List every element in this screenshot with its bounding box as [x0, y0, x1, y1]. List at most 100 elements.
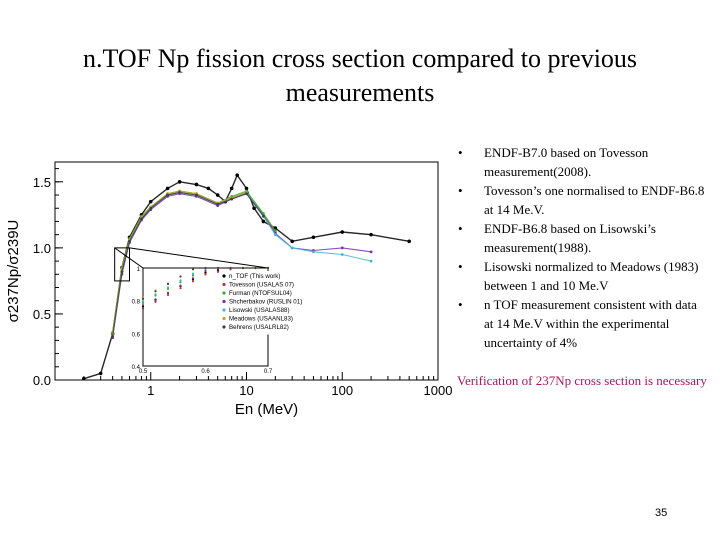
data-point [148, 199, 153, 204]
data-point [407, 239, 411, 244]
inset-data-point [154, 299, 157, 302]
bullet-item: • ENDF-B7.0 based on Tovesson measurement… [450, 143, 705, 181]
data-point [140, 217, 143, 221]
data-point [82, 376, 86, 381]
data-point [120, 270, 124, 274]
legend-label: Behrens (USALRL82) [229, 324, 289, 331]
bullet-text: Lisowski normalized to Meadows (1983) be… [484, 259, 699, 293]
inset-data-point [141, 300, 145, 303]
bullet-text: ENDF-B7.0 based on Tovesson measurement(… [484, 145, 649, 179]
bullet-dot: • [458, 183, 463, 198]
zoom-connector [129, 247, 269, 269]
legend-marker [222, 325, 226, 329]
inset-x-tick-label: 0.7 [264, 369, 273, 375]
bullet-text: n TOF measurement consistent with data a… [484, 297, 697, 350]
inset-data-point [166, 293, 170, 297]
x-tick-label: 100 [331, 383, 353, 398]
inset-y-tick-label: 1 [137, 267, 141, 273]
data-point [311, 235, 316, 240]
inset-data-point [191, 274, 195, 277]
cross-section-plot: 0.0 0.5 1.0 1.5 1 10 100 1000 En (MeV) σ237Np/σ23… [0, 150, 455, 420]
legend-marker [222, 291, 226, 295]
y-tick-label: 1.5 [33, 175, 51, 190]
legend-marker [222, 308, 226, 312]
inset-data-point [216, 268, 220, 272]
inset-data-point [166, 286, 170, 289]
data-point [340, 230, 345, 234]
data-point [165, 186, 170, 191]
inset-data-point [216, 270, 220, 273]
data-point [261, 214, 265, 218]
data-point [340, 246, 344, 250]
x-axis-label: En (MeV) [235, 401, 298, 418]
inset-data-point [254, 266, 257, 270]
inset-data-point [179, 279, 182, 282]
bullet-item: • Lisowski normalized to Meadows (1983) b… [450, 257, 705, 295]
data-point [206, 186, 211, 191]
legend-label: Lisowski (USALAS88) [229, 307, 290, 314]
data-point [252, 206, 256, 211]
inset-y-tick-label: 0.8 [132, 300, 141, 306]
bullet-dot: • [458, 297, 463, 312]
inset-data-point [154, 290, 157, 293]
data-point [178, 190, 181, 194]
inset-data-point [141, 297, 145, 300]
data-point [149, 206, 153, 210]
data-point [312, 250, 315, 254]
y-tick-label: 0.5 [33, 307, 51, 322]
bullet-item: • ENDF-B6.8 based on Lisowski’s measureme… [450, 219, 705, 257]
data-point [216, 202, 220, 206]
inset-x-tick-label: 0.6 [201, 369, 210, 375]
data-point [369, 250, 373, 254]
inset-data-point [204, 271, 207, 274]
slide-title: n.TOF Np fission cross section compared … [82, 44, 638, 107]
data-point [235, 173, 240, 178]
verification-note: Verification of 237Np cross section is n… [457, 373, 707, 388]
zoom-connector [114, 247, 144, 269]
page-number: 35 [655, 507, 668, 519]
data-point [340, 253, 344, 256]
data-point [244, 186, 249, 191]
data-point [245, 192, 248, 196]
bullet-dot: • [458, 145, 463, 160]
inset-data-point [179, 287, 182, 290]
inset-data-point [266, 266, 270, 270]
data-point [177, 180, 182, 184]
data-point [215, 193, 220, 197]
inset-y-tick-label: 0.4 [132, 365, 141, 371]
y-axis-label: σ237Np/σ239U [5, 220, 22, 323]
x-tick-label: 1000 [424, 383, 453, 398]
inset-data-point [241, 266, 245, 270]
legend-box [219, 271, 329, 335]
legend-label: Shcherbakov (RUSLIN 01) [229, 299, 302, 306]
y-tick-label: 1.0 [33, 241, 51, 256]
inset-data-point [179, 281, 182, 284]
data-point [128, 239, 131, 243]
legend-marker [222, 274, 226, 278]
legend-label: Tovesson (USALAS 07) [229, 282, 294, 289]
data-point [290, 239, 294, 244]
data-point [98, 371, 103, 376]
inset-data-point [216, 266, 220, 270]
x-tick-label: 1 [147, 383, 154, 398]
zoom-box [114, 247, 131, 282]
x-tick-label: 10 [239, 383, 253, 398]
chart-svg: 0.0 0.5 1.0 1.5 1 10 100 1000 En (MeV) σ237Np/σ23… [5, 161, 453, 418]
legend-label: Meadows (USAANL83) [229, 316, 293, 323]
inset-x-tick-label: 0.5 [139, 369, 148, 375]
inset-y-tick-label: 0.6 [132, 332, 141, 338]
series-line [112, 191, 264, 337]
legend-marker [222, 282, 226, 287]
bullet-item: • Tovesson’s one normalised to ENDF-B6.8 … [450, 181, 705, 219]
inset-data-point [166, 291, 170, 295]
inset-data-point [166, 282, 170, 285]
y-tick-label: 0.0 [33, 373, 51, 388]
data-point [229, 186, 234, 191]
inset-data-point [204, 273, 207, 276]
bullet-text: ENDF-B6.8 based on Lisowski’s measuremen… [484, 221, 656, 255]
bullet-dot: • [458, 221, 463, 236]
inset-data-point [191, 267, 195, 271]
inset-data-point [154, 293, 157, 296]
inset-data-point [191, 280, 195, 283]
data-point [230, 197, 234, 201]
